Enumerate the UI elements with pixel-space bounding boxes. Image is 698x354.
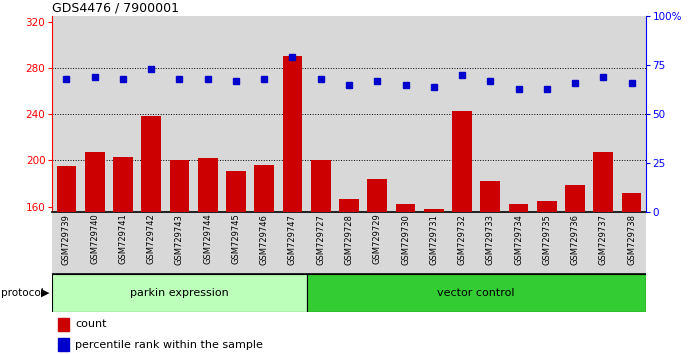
Bar (392, 16, 419, 212)
Bar (109, 16, 137, 212)
Bar (505, 16, 533, 212)
Bar (137, 212, 165, 274)
Bar (193, 212, 222, 274)
Bar (448, 16, 476, 212)
Text: protocol: protocol (1, 288, 44, 298)
Bar (80, 212, 109, 274)
Text: GSM729727: GSM729727 (316, 214, 325, 264)
Bar (618, 212, 646, 274)
Bar (57, 166, 76, 212)
Text: GSM729743: GSM729743 (175, 214, 184, 264)
Bar (339, 199, 359, 212)
Bar (113, 157, 133, 212)
Bar (419, 16, 448, 212)
Text: parkin expression: parkin expression (130, 288, 229, 298)
Bar (533, 212, 561, 274)
Bar (396, 204, 415, 212)
Text: GSM729735: GSM729735 (542, 214, 551, 264)
Bar (335, 212, 363, 274)
Bar (593, 152, 613, 212)
Text: GSM729736: GSM729736 (570, 214, 579, 265)
Bar (226, 171, 246, 212)
Text: GSM729730: GSM729730 (401, 214, 410, 264)
Bar (589, 212, 618, 274)
Bar (52, 274, 306, 312)
Bar (141, 116, 161, 212)
Text: GSM729740: GSM729740 (90, 214, 99, 264)
Bar (618, 16, 646, 212)
Text: GSM729742: GSM729742 (147, 214, 156, 264)
Bar (448, 212, 476, 274)
Bar (222, 16, 250, 212)
Bar (335, 16, 363, 212)
Bar (52, 212, 80, 274)
Bar (392, 212, 419, 274)
Bar (363, 16, 392, 212)
Text: GSM729729: GSM729729 (373, 214, 382, 264)
Bar (537, 201, 556, 212)
Text: GSM729744: GSM729744 (203, 214, 212, 264)
Text: percentile rank within the sample: percentile rank within the sample (75, 339, 262, 350)
Bar (480, 181, 500, 212)
Bar (254, 165, 274, 212)
Bar (561, 16, 589, 212)
Bar (476, 212, 505, 274)
Bar (80, 16, 109, 212)
Bar (363, 212, 392, 274)
Text: vector control: vector control (438, 288, 515, 298)
Text: GDS4476 / 7900001: GDS4476 / 7900001 (52, 2, 179, 15)
Bar (424, 209, 444, 212)
Bar (533, 16, 561, 212)
Text: GSM729731: GSM729731 (429, 214, 438, 264)
Bar (59, 318, 69, 331)
Text: GSM729737: GSM729737 (599, 214, 608, 265)
Text: GSM729746: GSM729746 (260, 214, 269, 264)
Bar (476, 16, 505, 212)
Bar (279, 212, 306, 274)
Bar (170, 160, 189, 212)
Bar (311, 160, 331, 212)
Bar (565, 185, 585, 212)
Bar (622, 193, 641, 212)
Bar (59, 338, 69, 350)
Bar (279, 16, 306, 212)
Text: GSM729732: GSM729732 (457, 214, 466, 264)
Bar (250, 212, 279, 274)
Text: GSM729745: GSM729745 (232, 214, 241, 264)
Bar (283, 56, 302, 212)
Text: GSM729738: GSM729738 (627, 214, 636, 265)
Bar (222, 212, 250, 274)
Bar (505, 212, 533, 274)
Bar (165, 212, 193, 274)
Bar (193, 16, 222, 212)
Bar (52, 16, 80, 212)
Bar (367, 179, 387, 212)
Bar (109, 212, 137, 274)
Text: count: count (75, 319, 106, 329)
Bar (198, 158, 218, 212)
Text: ▶: ▶ (40, 288, 49, 298)
Bar (306, 274, 646, 312)
Bar (85, 152, 105, 212)
Text: GSM729728: GSM729728 (345, 214, 353, 264)
Bar (452, 111, 472, 212)
Bar (419, 212, 448, 274)
Bar (250, 16, 279, 212)
Bar (137, 16, 165, 212)
Bar (306, 212, 335, 274)
Text: GSM729741: GSM729741 (119, 214, 128, 264)
Text: GSM729733: GSM729733 (486, 214, 495, 265)
Bar (509, 204, 528, 212)
Bar (561, 212, 589, 274)
Text: GSM729747: GSM729747 (288, 214, 297, 264)
Text: GSM729739: GSM729739 (62, 214, 71, 264)
Bar (165, 16, 193, 212)
Bar (306, 16, 335, 212)
Bar (589, 16, 618, 212)
Text: GSM729734: GSM729734 (514, 214, 523, 264)
